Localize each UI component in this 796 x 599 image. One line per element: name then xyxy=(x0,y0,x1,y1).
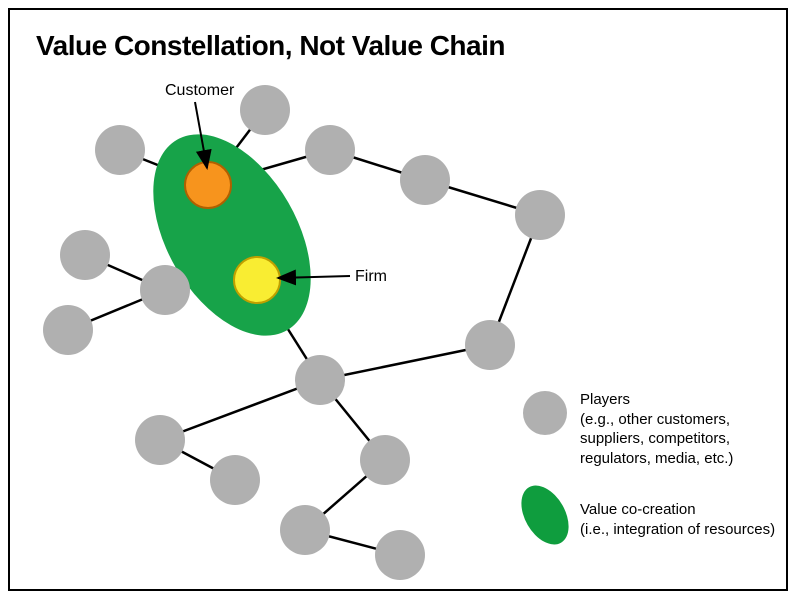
player-node xyxy=(465,320,515,370)
diagram-frame: Value Constellation, Not Value Chain Cus… xyxy=(8,8,788,591)
player-node xyxy=(43,305,93,355)
player-node xyxy=(515,190,565,240)
firm-label: Firm xyxy=(355,268,387,286)
player-node xyxy=(95,125,145,175)
edge xyxy=(320,345,490,380)
player-node xyxy=(305,125,355,175)
legend-players-text: Players (e.g., other customers, supplier… xyxy=(580,390,733,468)
player-node xyxy=(140,265,190,315)
customer-label: Customer xyxy=(165,82,234,100)
nodes-layer xyxy=(43,85,565,580)
legend-shapes xyxy=(512,391,579,553)
customer-node xyxy=(185,162,231,208)
player-node xyxy=(135,415,185,465)
edge xyxy=(160,380,320,440)
player-node xyxy=(280,505,330,555)
player-node xyxy=(360,435,410,485)
player-node xyxy=(60,230,110,280)
legend-value-text: Value co-creation (i.e., integration of … xyxy=(580,500,775,539)
player-node xyxy=(295,355,345,405)
player-node xyxy=(210,455,260,505)
legend-value-icon xyxy=(512,477,579,552)
firm-node xyxy=(234,257,280,303)
player-node xyxy=(400,155,450,205)
legend-players-icon xyxy=(523,391,567,435)
player-node xyxy=(240,85,290,135)
player-node xyxy=(375,530,425,580)
